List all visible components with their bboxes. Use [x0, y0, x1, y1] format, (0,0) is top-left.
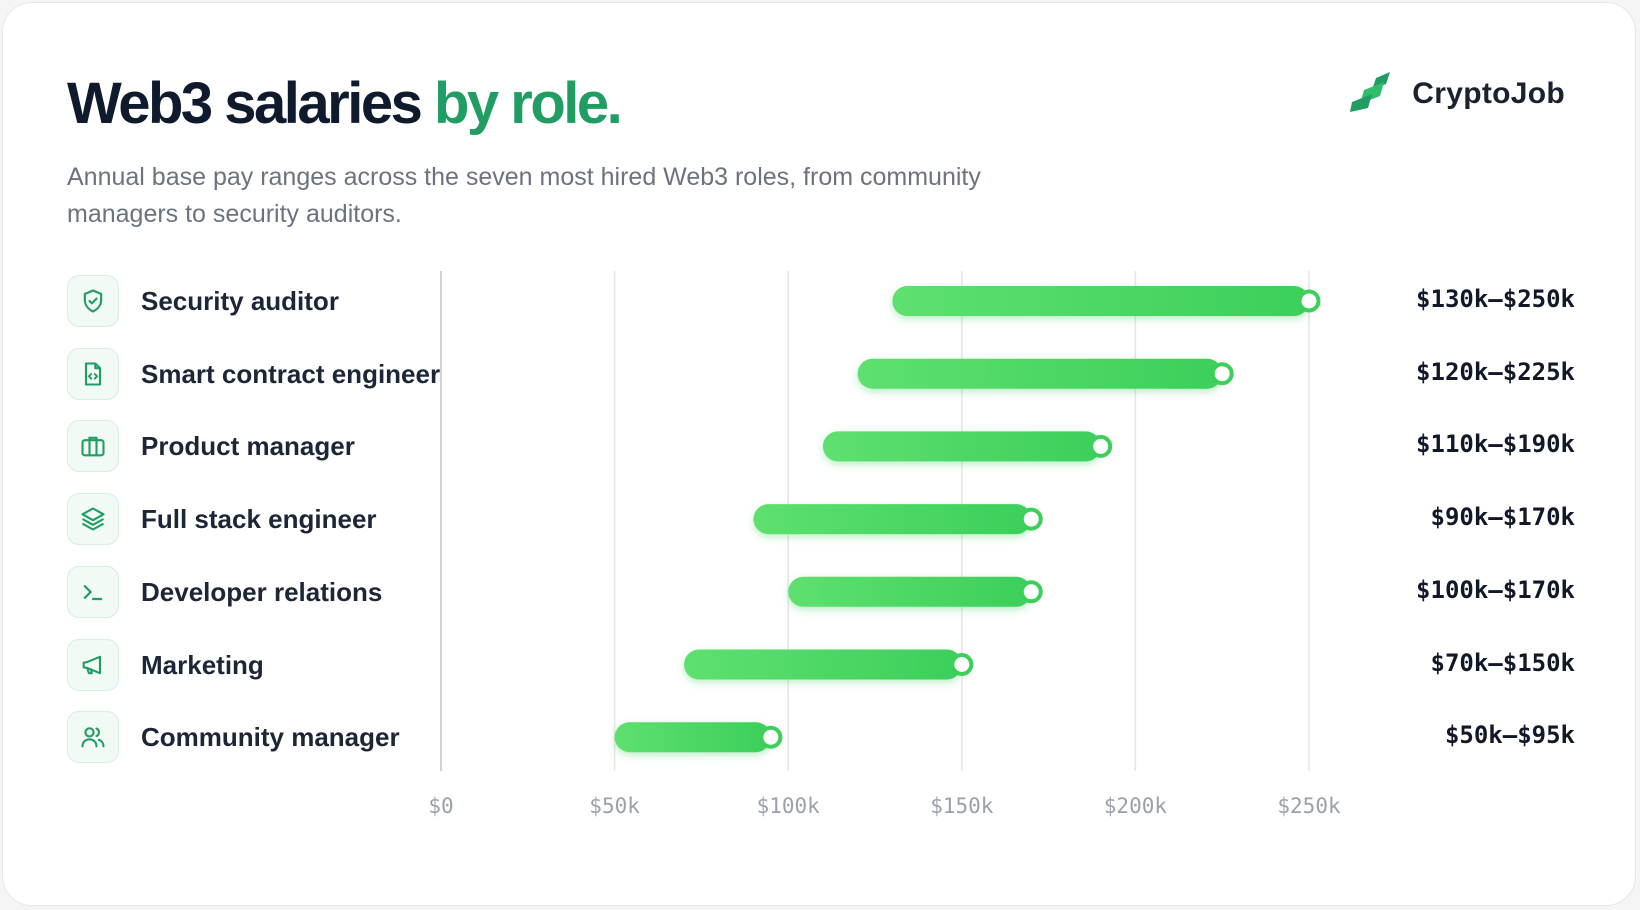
layers-icon: [67, 493, 119, 546]
page-title: Web3 salaries by role.: [67, 69, 623, 139]
x-tick-label: $150k: [930, 794, 994, 818]
range-value-label: $70k–$150k: [1430, 648, 1576, 677]
role-row: Developer relations: [67, 564, 441, 620]
role-name: Developer relations: [141, 576, 383, 607]
title-accent: by role.: [433, 71, 623, 136]
salary-range-chart: $0 $50k $100k $150k $200k $250k: [428, 271, 1341, 818]
title-main: Web3 salaries: [67, 71, 423, 136]
range-value-label: $130k–$250k: [1416, 285, 1575, 313]
brand: CryptoJob: [1350, 69, 1565, 119]
role-name: Community manager: [141, 722, 400, 753]
role-name: Product manager: [141, 431, 355, 462]
role-row: Full stack engineer: [67, 491, 441, 547]
role-row: Product manager: [67, 418, 441, 474]
briefcase-icon: [67, 420, 119, 473]
x-tick-label: $50k: [589, 794, 640, 818]
range-bar: [822, 431, 1101, 462]
range-value-label: $120k–$225k: [1416, 357, 1575, 386]
cryptojob-logo-icon: [1350, 71, 1396, 117]
role-name: Marketing: [141, 649, 264, 680]
brand-name: CryptoJob: [1412, 77, 1565, 110]
range-bar: [614, 722, 771, 753]
range-end-marker: [1019, 507, 1043, 531]
range-bar: [892, 286, 1309, 316]
role-name: Full stack engineer: [141, 504, 377, 535]
range-end-marker: [1089, 434, 1113, 458]
x-tick-label: $200k: [1104, 794, 1168, 818]
users-icon: [67, 711, 119, 764]
range-value-label: $100k–$170k: [1416, 575, 1575, 604]
shield-icon: [67, 275, 119, 327]
range-end-marker: [950, 653, 974, 676]
role-name: Security auditor: [141, 286, 339, 316]
role-row: Security auditor: [67, 273, 441, 329]
role-row: Smart contract engineer: [67, 346, 441, 402]
range-end-marker: [1019, 580, 1043, 604]
code-file-icon: [67, 347, 119, 400]
role-row: Community manager: [67, 709, 441, 765]
range-end-marker: [1210, 362, 1234, 386]
range-bar: [684, 649, 962, 680]
role-row: Marketing: [67, 637, 441, 693]
range-end-marker: [759, 725, 783, 749]
range-bar: [788, 576, 1032, 607]
range-end-marker: [1297, 289, 1321, 313]
page-subtitle: Annual base pay ranges across the seven …: [67, 163, 981, 228]
x-tick-label: $250k: [1277, 794, 1341, 818]
terminal-icon: [67, 565, 119, 618]
megaphone-icon: [67, 638, 119, 691]
range-bar: [753, 504, 1032, 535]
range-value-label: $110k–$190k: [1416, 430, 1575, 459]
range-value-label: $50k–$95k: [1444, 721, 1575, 750]
role-name: Smart contract engineer: [141, 358, 441, 389]
range-bar: [857, 358, 1223, 389]
range-value-label: $90k–$170k: [1430, 503, 1576, 532]
x-tick-label: $0: [428, 794, 453, 818]
x-tick-label: $100k: [757, 794, 821, 818]
